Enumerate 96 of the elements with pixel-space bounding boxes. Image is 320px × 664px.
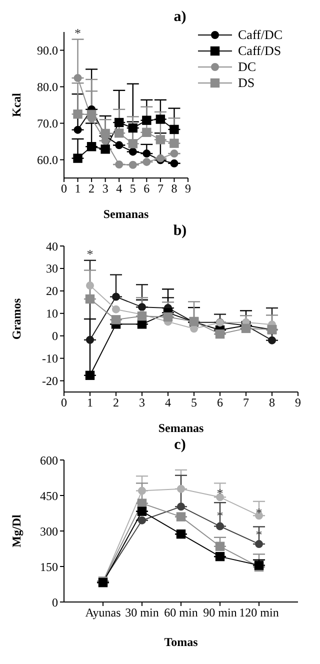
point <box>142 158 151 166</box>
x-tick-label: 8 <box>171 182 178 196</box>
point <box>85 294 95 304</box>
point <box>241 324 251 334</box>
y-tick-label: 0 <box>52 595 58 610</box>
point <box>170 159 178 168</box>
legend-label: Caff/DS <box>238 43 282 58</box>
legend-label: DC <box>238 59 256 74</box>
point <box>137 311 147 321</box>
point <box>255 540 263 548</box>
point <box>170 150 178 158</box>
point <box>138 486 146 495</box>
x-tick-label: 6 <box>217 396 223 410</box>
x-tick-label: 120 min <box>239 606 279 620</box>
x-tick-label: 8 <box>269 396 275 410</box>
annotation: * <box>74 25 82 40</box>
y-tick-label: 70.0 <box>37 116 58 131</box>
x-tick-label: 4 <box>165 396 171 410</box>
y-tick-label: -10 <box>42 352 58 366</box>
x-tick-label: Ayunas <box>85 606 122 620</box>
point <box>170 124 179 134</box>
y-tick-label: 0 <box>52 329 58 344</box>
annotation: * <box>216 485 224 500</box>
x-tick-label: 0 <box>61 182 67 196</box>
point <box>112 292 120 301</box>
point <box>85 370 95 380</box>
point <box>138 516 146 524</box>
chart-title: a) <box>172 8 188 26</box>
y-axis-title: Gramos <box>9 298 24 340</box>
point <box>215 329 225 339</box>
annotation: * <box>86 246 94 262</box>
chart-title: b) <box>172 222 188 240</box>
x-tick-label: 30 min <box>125 606 159 620</box>
point <box>137 506 147 516</box>
legend-label: DS <box>238 75 255 90</box>
point <box>137 320 147 329</box>
point <box>176 512 186 522</box>
chart-title: c) <box>173 436 187 454</box>
y-tick-label: 150 <box>40 560 58 574</box>
annotation: * <box>256 504 262 520</box>
point <box>111 315 121 324</box>
point <box>163 312 173 322</box>
y-axis-title: Kcal <box>9 92 24 117</box>
x-tick-label: 4 <box>116 182 122 196</box>
y-tick-label: 20 <box>46 284 58 298</box>
x-tick-label: 2 <box>88 182 95 196</box>
y-tick-label: 600 <box>40 453 58 468</box>
x-tick-label: 1 <box>87 396 93 410</box>
y-tick-label: 30 <box>46 262 58 276</box>
y-tick-label: 450 <box>40 488 58 503</box>
x-axis-title: Semanas <box>158 421 204 435</box>
point <box>176 529 186 539</box>
point <box>137 498 147 508</box>
point <box>74 126 82 134</box>
x-tick-label: 60 min <box>164 606 198 620</box>
y-tick-label: -20 <box>42 374 58 388</box>
x-tick-label: 9 <box>185 182 191 196</box>
point <box>216 493 224 502</box>
point <box>138 303 146 312</box>
x-tick-label: 2 <box>113 396 119 410</box>
x-tick-label: 3 <box>102 182 108 196</box>
y-tick-label: 60.0 <box>37 153 58 168</box>
point <box>115 141 124 150</box>
y-axis-title: Mg/Dl <box>9 514 24 548</box>
legend-label: Caff/DC <box>238 27 283 42</box>
x-tick-label: 6 <box>144 182 150 196</box>
x-tick-label: 9 <box>295 396 301 410</box>
y-tick-label: 40 <box>46 239 58 254</box>
point <box>156 135 166 144</box>
point <box>215 552 225 562</box>
x-tick-label: 1 <box>74 182 81 196</box>
x-tick-label: 7 <box>243 396 249 410</box>
y-tick-label: 300 <box>40 524 58 538</box>
point <box>215 542 225 551</box>
point <box>268 336 276 344</box>
point <box>86 336 94 344</box>
point <box>216 522 224 530</box>
point <box>86 282 94 290</box>
point <box>177 502 185 511</box>
x-tick-label: 5 <box>191 396 197 410</box>
point <box>128 139 138 148</box>
x-tick-label: 0 <box>61 396 67 410</box>
point <box>177 484 185 493</box>
y-tick-label: 10 <box>46 306 58 321</box>
x-axis-title: Tomas <box>164 635 198 649</box>
point <box>170 138 179 148</box>
point <box>142 128 152 137</box>
point <box>73 154 82 163</box>
x-tick-label: 7 <box>157 182 164 196</box>
y-tick-label: 80.0 <box>37 80 58 94</box>
x-tick-label: 5 <box>130 182 136 196</box>
x-axis-title: Semanas <box>103 207 149 221</box>
point <box>112 305 120 314</box>
y-tick-label: 90.0 <box>37 44 58 58</box>
x-tick-label: 3 <box>139 396 145 410</box>
x-tick-label: 90 min <box>203 606 237 620</box>
